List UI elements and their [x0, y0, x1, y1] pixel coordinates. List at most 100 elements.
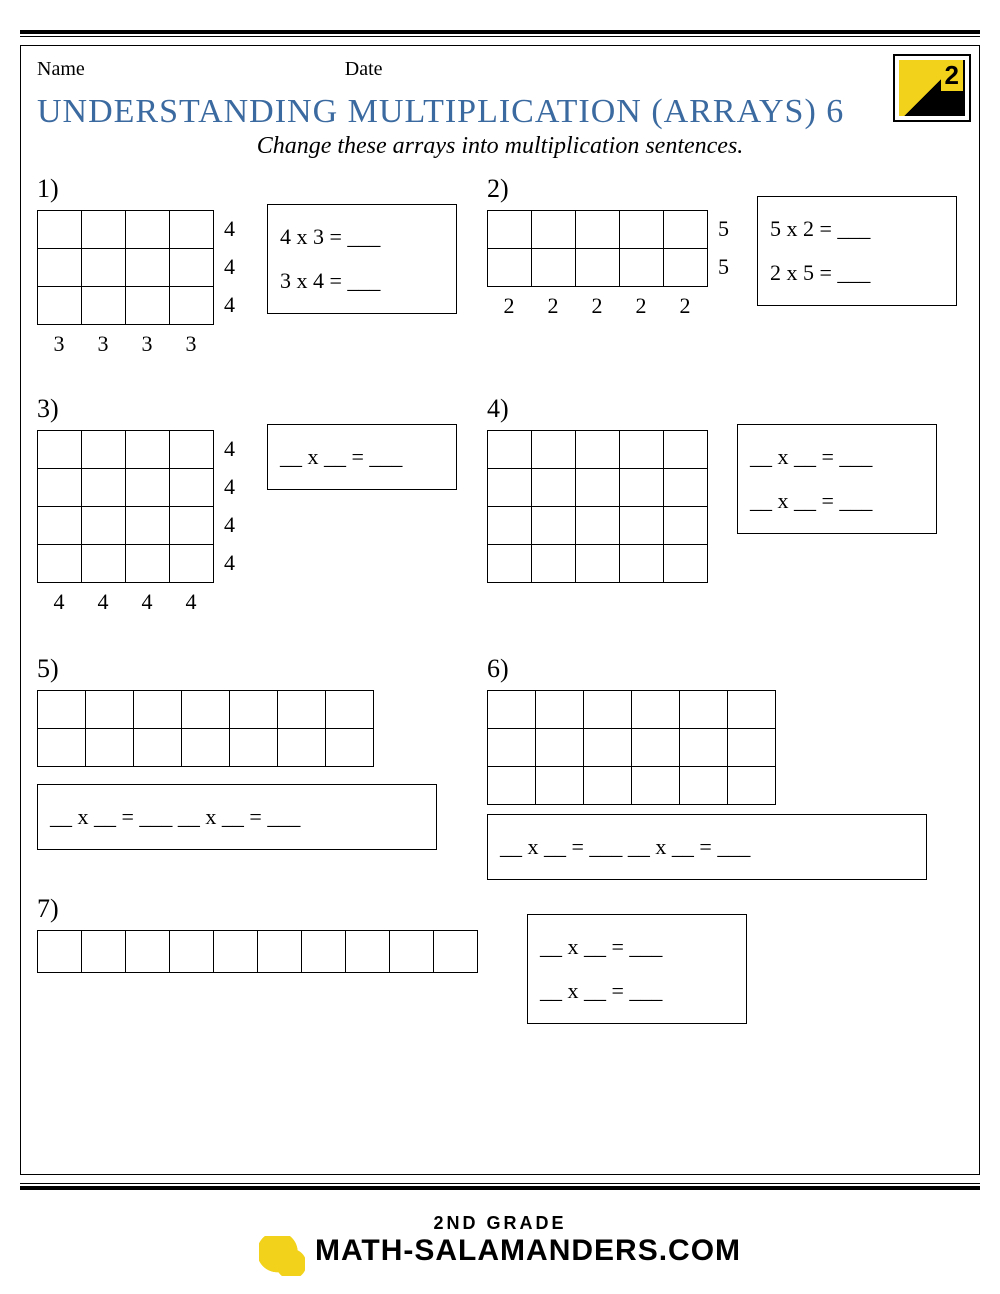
col-label: 4: [125, 589, 169, 615]
array-cell: [170, 507, 214, 545]
array-cell: [532, 545, 576, 583]
row-label: 5: [718, 248, 729, 286]
array-cell: [390, 931, 434, 973]
array-cell: [620, 249, 664, 287]
col-label: 4: [37, 589, 81, 615]
problem-number: 4): [487, 394, 708, 424]
array-cell: [488, 211, 532, 249]
worksheet-title: UNDERSTANDING MULTIPLICATION (ARRAYS) 6: [37, 93, 963, 131]
array-cell: [126, 931, 170, 973]
row-label: 4: [224, 468, 235, 506]
col-label: 4: [81, 589, 125, 615]
row-labels: 55: [718, 210, 729, 286]
array-cell: [230, 691, 278, 729]
array-cell: [38, 691, 86, 729]
array-cell: [620, 545, 664, 583]
answer-box[interactable]: 4 x 3 = ___3 x 4 = ___: [267, 204, 457, 314]
array-cell: [488, 249, 532, 287]
array-grid: [37, 430, 214, 583]
array-cell: [532, 211, 576, 249]
array-cell: [488, 507, 532, 545]
equation-line: __ x __ = ___: [280, 435, 444, 479]
array-cell: [664, 211, 708, 249]
array-cell: [576, 211, 620, 249]
row-label: 4: [224, 210, 235, 248]
array-cell: [584, 767, 632, 805]
array-cell: [170, 287, 214, 325]
array-cell: [38, 507, 82, 545]
row-label: 4: [224, 430, 235, 468]
array-grid: [37, 930, 478, 973]
equation-line: 2 x 5 = ___: [770, 251, 944, 295]
array-cell: [632, 767, 680, 805]
array-cell: [728, 729, 776, 767]
array-cell: [488, 431, 532, 469]
array-cell: [664, 507, 708, 545]
array-cell: [38, 931, 82, 973]
row-labels: 4444: [224, 430, 235, 582]
array-cell: [278, 691, 326, 729]
array-cell: [258, 931, 302, 973]
problem-4: 4): [487, 394, 708, 583]
array-cell: [680, 767, 728, 805]
footer: 2ND GRADE MATH-SALAMANDERS.COM: [0, 1213, 1000, 1276]
array-cell: [170, 931, 214, 973]
array-cell: [170, 545, 214, 583]
problem-number: 1): [37, 174, 235, 204]
array-cell: [278, 729, 326, 767]
problem-number: 6): [487, 654, 776, 684]
problem-6: 6): [487, 654, 776, 805]
answer-box[interactable]: __ x __ = ___ __ x __ = ___: [37, 784, 437, 850]
array-cell: [38, 729, 86, 767]
array-cell: [134, 729, 182, 767]
answer-box[interactable]: 5 x 2 = ___2 x 5 = ___: [757, 196, 957, 306]
col-label: 3: [125, 331, 169, 357]
array-cell: [326, 691, 374, 729]
array-cell: [126, 249, 170, 287]
grade-logo-digit: 2: [941, 60, 963, 91]
problems-area: 1)44433334 x 3 = ___3 x 4 = ___2)5522222…: [37, 174, 963, 1054]
array-cell: [38, 545, 82, 583]
row-label: 5: [718, 210, 729, 248]
answer-box[interactable]: __ x __ = ___: [267, 424, 457, 490]
row-label: 4: [224, 286, 235, 324]
array-cell: [664, 249, 708, 287]
array-cell: [532, 469, 576, 507]
equation-line: 5 x 2 = ___: [770, 207, 944, 251]
array-cell: [38, 211, 82, 249]
answer-box[interactable]: __ x __ = _____ x __ = ___: [527, 914, 747, 1024]
array-cell: [126, 431, 170, 469]
problem-3: 3)44444444: [37, 394, 235, 615]
problem-2: 2)5522222: [487, 174, 729, 319]
array-cell: [536, 691, 584, 729]
array-cell: [38, 287, 82, 325]
grade-logo: 2: [893, 54, 971, 122]
array-cell: [488, 691, 536, 729]
array-cell: [488, 729, 536, 767]
array-cell: [302, 931, 346, 973]
array-cell: [134, 691, 182, 729]
array-cell: [488, 469, 532, 507]
array-cell: [82, 211, 126, 249]
answer-box[interactable]: __ x __ = ___ __ x __ = ___: [487, 814, 927, 880]
array-cell: [536, 767, 584, 805]
problem-number: 2): [487, 174, 729, 204]
problem-7: 7): [37, 894, 478, 973]
col-label: 2: [531, 293, 575, 319]
array-cell: [82, 249, 126, 287]
array-cell: [576, 469, 620, 507]
answer-box[interactable]: __ x __ = _____ x __ = ___: [737, 424, 937, 534]
array-cell: [182, 691, 230, 729]
array-cell: [82, 431, 126, 469]
col-label: 2: [575, 293, 619, 319]
array-cell: [214, 931, 258, 973]
array-cell: [728, 767, 776, 805]
array-cell: [584, 729, 632, 767]
equation-line: 4 x 3 = ___: [280, 215, 444, 259]
array-grid: [487, 210, 708, 287]
col-label: 3: [37, 331, 81, 357]
array-cell: [326, 729, 374, 767]
array-cell: [576, 545, 620, 583]
array-cell: [488, 545, 532, 583]
equation-line: __ x __ = ___: [750, 435, 924, 479]
